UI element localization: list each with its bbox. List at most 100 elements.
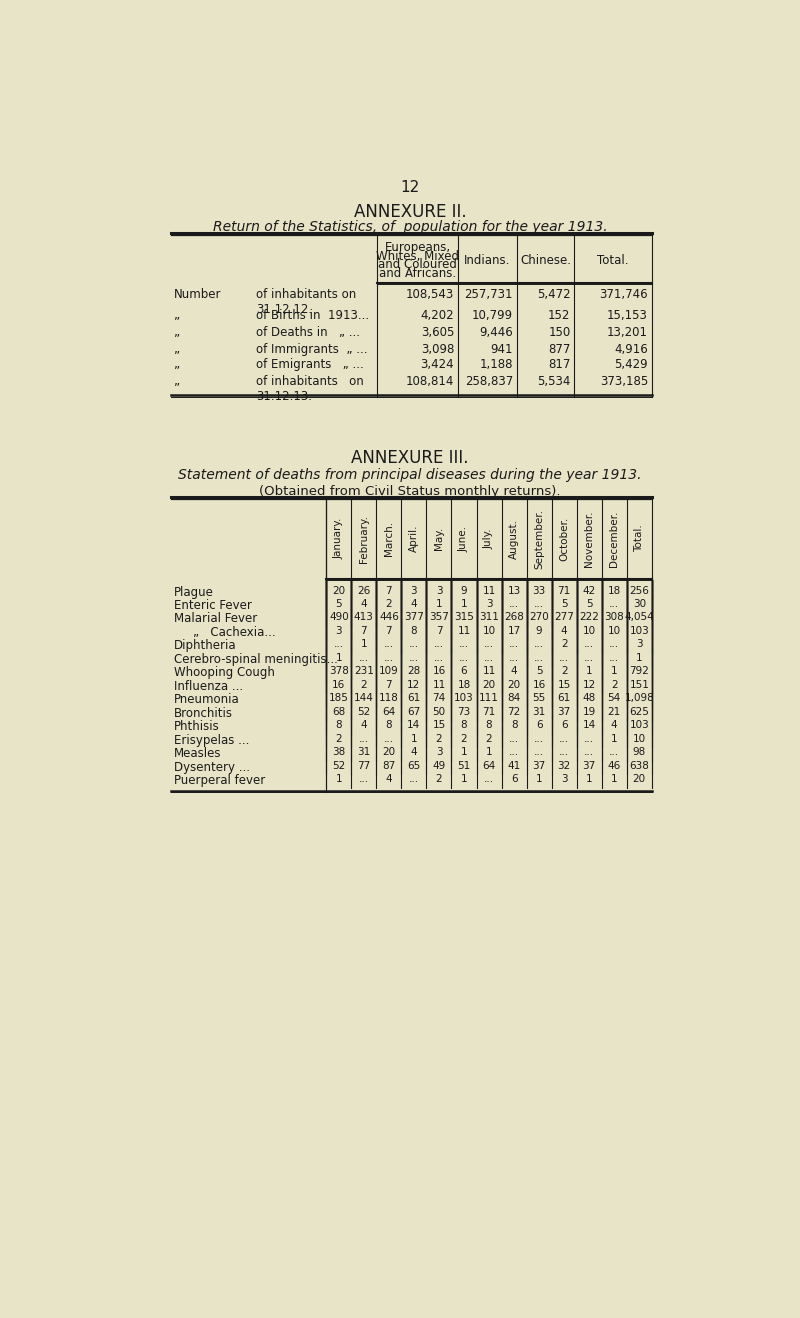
Text: 20: 20 (633, 774, 646, 784)
Text: of inhabitants   on
31.12.13.: of inhabitants on 31.12.13. (256, 374, 363, 402)
Text: Statement of deaths from principal diseases during the year 1913.: Statement of deaths from principal disea… (178, 468, 642, 482)
Text: 16: 16 (432, 667, 446, 676)
Text: ...: ... (534, 639, 544, 650)
Text: 15,153: 15,153 (607, 310, 648, 322)
Text: 941: 941 (490, 343, 513, 356)
Text: 7: 7 (361, 626, 367, 637)
Text: 10: 10 (482, 626, 496, 637)
Text: 64: 64 (382, 706, 395, 717)
Text: 98: 98 (633, 747, 646, 758)
Text: 12: 12 (400, 179, 420, 195)
Text: 61: 61 (407, 693, 421, 704)
Text: Puerperal fever: Puerperal fever (174, 774, 265, 787)
Text: 17: 17 (507, 626, 521, 637)
Text: ...: ... (584, 652, 594, 663)
Text: 258,837: 258,837 (465, 374, 513, 387)
Text: ...: ... (509, 598, 519, 609)
Text: 28: 28 (407, 667, 421, 676)
Text: ...: ... (384, 639, 394, 650)
Text: 8: 8 (386, 720, 392, 730)
Text: 1: 1 (611, 774, 618, 784)
Text: 373,185: 373,185 (600, 374, 648, 387)
Text: ...: ... (584, 747, 594, 758)
Text: 1: 1 (611, 734, 618, 743)
Text: and Coloured: and Coloured (378, 258, 457, 272)
Text: 4: 4 (611, 720, 618, 730)
Text: 49: 49 (432, 760, 446, 771)
Text: 21: 21 (608, 706, 621, 717)
Text: 2: 2 (386, 598, 392, 609)
Text: 150: 150 (548, 326, 570, 339)
Text: ANNEXURE II.: ANNEXURE II. (354, 203, 466, 221)
Text: 9: 9 (536, 626, 542, 637)
Text: 268: 268 (504, 613, 524, 622)
Text: 37: 37 (582, 760, 596, 771)
Text: 32: 32 (558, 760, 570, 771)
Text: ...: ... (609, 652, 619, 663)
Text: 42: 42 (582, 585, 596, 596)
Text: 38: 38 (332, 747, 346, 758)
Text: 1: 1 (536, 774, 542, 784)
Text: March.: March. (384, 521, 394, 556)
Text: 51: 51 (458, 760, 470, 771)
Text: 8: 8 (510, 720, 518, 730)
Text: 84: 84 (507, 693, 521, 704)
Text: 3: 3 (436, 747, 442, 758)
Text: Influenza ...: Influenza ... (174, 680, 242, 693)
Text: 8: 8 (486, 720, 492, 730)
Text: November.: November. (584, 510, 594, 567)
Text: 5: 5 (561, 598, 567, 609)
Text: 8: 8 (335, 720, 342, 730)
Text: Measles: Measles (174, 747, 221, 760)
Text: 4: 4 (410, 747, 418, 758)
Text: 2: 2 (561, 639, 567, 650)
Text: 6: 6 (536, 720, 542, 730)
Text: 52: 52 (358, 706, 370, 717)
Text: 3: 3 (636, 639, 642, 650)
Text: Return of the Statistics, of  population for the year 1913.: Return of the Statistics, of population … (213, 220, 607, 233)
Text: 71: 71 (482, 706, 496, 717)
Text: 315: 315 (454, 613, 474, 622)
Text: 73: 73 (458, 706, 470, 717)
Text: Whooping Cough: Whooping Cough (174, 667, 274, 679)
Text: 46: 46 (608, 760, 621, 771)
Text: 3,605: 3,605 (421, 326, 454, 339)
Text: ...: ... (584, 734, 594, 743)
Text: January.: January. (334, 518, 344, 559)
Text: 308: 308 (604, 613, 624, 622)
Text: ...: ... (534, 747, 544, 758)
Text: 11: 11 (482, 585, 496, 596)
Text: „: „ (174, 343, 180, 356)
Text: 3: 3 (561, 774, 567, 784)
Text: Indians.: Indians. (464, 254, 510, 268)
Text: 1: 1 (461, 774, 467, 784)
Text: 2: 2 (335, 734, 342, 743)
Text: 5: 5 (536, 667, 542, 676)
Text: 15: 15 (558, 680, 570, 689)
Text: Enteric Fever: Enteric Fever (174, 598, 251, 612)
Text: 54: 54 (608, 693, 621, 704)
Text: ...: ... (409, 639, 419, 650)
Text: ...: ... (484, 652, 494, 663)
Text: 1: 1 (436, 598, 442, 609)
Text: 1: 1 (361, 639, 367, 650)
Text: Total.: Total. (634, 525, 644, 552)
Text: „: „ (174, 310, 180, 322)
Text: August.: August. (509, 518, 519, 559)
Text: 14: 14 (582, 720, 596, 730)
Text: ...: ... (584, 639, 594, 650)
Text: 20: 20 (507, 680, 521, 689)
Text: 10: 10 (633, 734, 646, 743)
Text: 2: 2 (561, 667, 567, 676)
Text: 20: 20 (332, 585, 346, 596)
Text: Bronchitis: Bronchitis (174, 706, 233, 720)
Text: 2: 2 (611, 680, 618, 689)
Text: 3: 3 (486, 598, 492, 609)
Text: 12: 12 (582, 680, 596, 689)
Text: 103: 103 (454, 693, 474, 704)
Text: 55: 55 (533, 693, 546, 704)
Text: „   Cachexia...: „ Cachexia... (193, 626, 276, 639)
Text: Pneumonia: Pneumonia (174, 693, 239, 706)
Text: 311: 311 (479, 613, 499, 622)
Text: 18: 18 (608, 585, 621, 596)
